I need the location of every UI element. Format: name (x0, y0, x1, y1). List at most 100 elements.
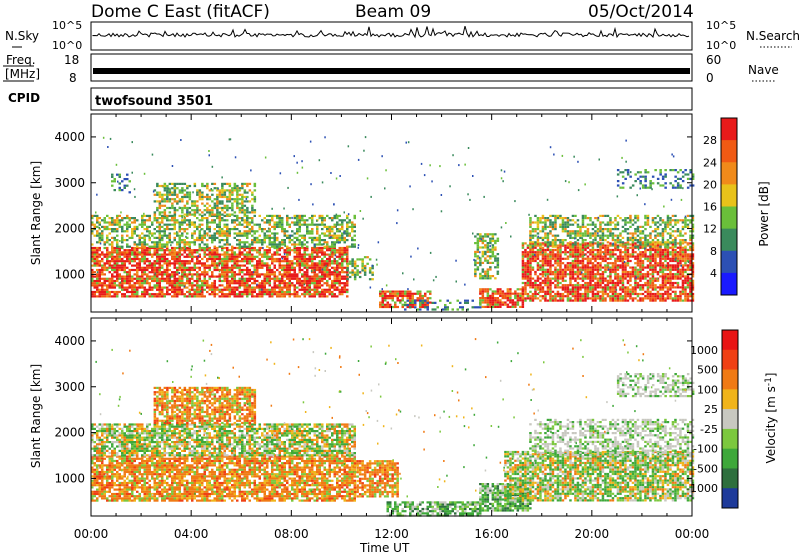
heatmap-cell (581, 264, 585, 267)
heatmap-cell (506, 305, 510, 308)
heatmap-cell (181, 228, 184, 231)
heatmap-cell (223, 232, 226, 235)
heatmap-cell (296, 236, 299, 239)
heatmap-cell (191, 249, 194, 252)
heatmap-cell (516, 294, 520, 297)
heatmap-cell (261, 279, 264, 283)
heatmap-cell (176, 293, 179, 296)
heatmap-cell (221, 295, 224, 298)
heatmap-cell (539, 286, 542, 289)
heatmap-cell (186, 246, 189, 250)
heatmap-cell (283, 286, 286, 289)
heatmap-cell (419, 290, 422, 293)
heatmap-cell (401, 294, 404, 298)
heatmap-cell (599, 299, 602, 302)
heatmap-cell (486, 305, 490, 308)
heatmap-cell (596, 262, 600, 265)
heatmap-cell (424, 294, 427, 298)
heatmap-cell (163, 228, 166, 231)
heatmap-cell (123, 277, 126, 280)
heatmap-cell (251, 249, 254, 252)
heatmap-cell (133, 288, 136, 291)
heatmap-cell (158, 225, 161, 228)
heatmap-cell (526, 295, 530, 298)
heatmap-cell (96, 246, 99, 250)
heatmap-cell (158, 282, 161, 285)
heatmap-cell (193, 251, 196, 254)
heatmap-cell (228, 279, 231, 283)
heatmap-cell (634, 242, 637, 245)
heatmap-cell (236, 288, 239, 291)
heatmap-cell (183, 293, 186, 296)
heatmap-cell (323, 295, 326, 298)
heatmap-cell (616, 273, 620, 276)
heatmap-cell (141, 246, 144, 250)
heatmap-cell (604, 268, 607, 271)
heatmap-cell (266, 249, 269, 252)
heatmap-cell (178, 279, 181, 283)
heatmap-cell (96, 279, 99, 283)
heatmap-cell (389, 303, 392, 306)
heatmap-cell (686, 248, 690, 252)
heatmap-cell (98, 228, 101, 231)
heatmap-cell (203, 273, 206, 276)
heatmap-cell (298, 282, 301, 285)
heatmap-cell (614, 266, 617, 269)
heatmap-cell (223, 288, 226, 291)
heatmap-cell (591, 279, 595, 282)
heatmap-cell (261, 228, 264, 231)
heatmap-cell (283, 234, 286, 237)
heatmap-cell (276, 221, 279, 224)
heatmap-cell (103, 219, 106, 222)
heatmap-cell (223, 246, 226, 250)
heatmap-cell (621, 288, 625, 291)
heatmap-cell (664, 284, 667, 287)
heatmap-cell (273, 236, 276, 239)
heatmap-cell (636, 292, 640, 296)
heatmap-cell (639, 299, 642, 302)
heatmap-cell (559, 244, 562, 247)
heatmap-cell (546, 270, 550, 274)
heatmap-cell (161, 245, 164, 248)
heatmap-cell (581, 246, 585, 249)
heatmap-cell (263, 264, 266, 267)
heatmap-cell (228, 284, 231, 287)
heatmap-cell (323, 223, 326, 226)
heatmap-cell (689, 284, 692, 287)
heatmap-cell (116, 241, 119, 244)
heatmap-cell (176, 260, 179, 263)
heatmap-cell (576, 251, 580, 254)
heatmap-cell (321, 257, 324, 261)
heatmap-cell (576, 284, 580, 287)
heatmap-cell (246, 219, 249, 222)
heatmap-cell (639, 275, 642, 278)
heatmap-cell (589, 284, 592, 287)
heatmap-cell (183, 249, 186, 252)
heatmap-cell (278, 246, 281, 250)
heatmap-cell (524, 281, 527, 285)
heatmap-cell (116, 249, 119, 252)
heatmap-cell (586, 281, 590, 285)
heatmap-cell (288, 266, 291, 269)
heatmap-cell (589, 219, 592, 222)
heatmap-cell (223, 230, 226, 233)
heatmap-cell (584, 284, 587, 287)
heatmap-cell (218, 295, 221, 298)
heatmap-cell (313, 236, 316, 239)
heatmap-cell (321, 293, 324, 296)
heatmap-cell (253, 286, 256, 289)
heatmap-cell (689, 279, 692, 282)
heatmap-cell (183, 273, 186, 276)
heatmap-cell (193, 264, 196, 267)
heatmap-cell (479, 306, 482, 309)
heatmap-cell (489, 237, 492, 240)
heatmap-cell (691, 253, 695, 256)
heatmap-cell (338, 255, 341, 258)
heatmap-cell (541, 257, 545, 260)
heatmap-cell (429, 290, 432, 293)
heatmap-cell (306, 282, 309, 285)
heatmap-cell (168, 277, 171, 280)
heatmap-cell (288, 239, 291, 242)
heatmap-cell (591, 290, 595, 293)
heatmap-cell (181, 223, 184, 226)
